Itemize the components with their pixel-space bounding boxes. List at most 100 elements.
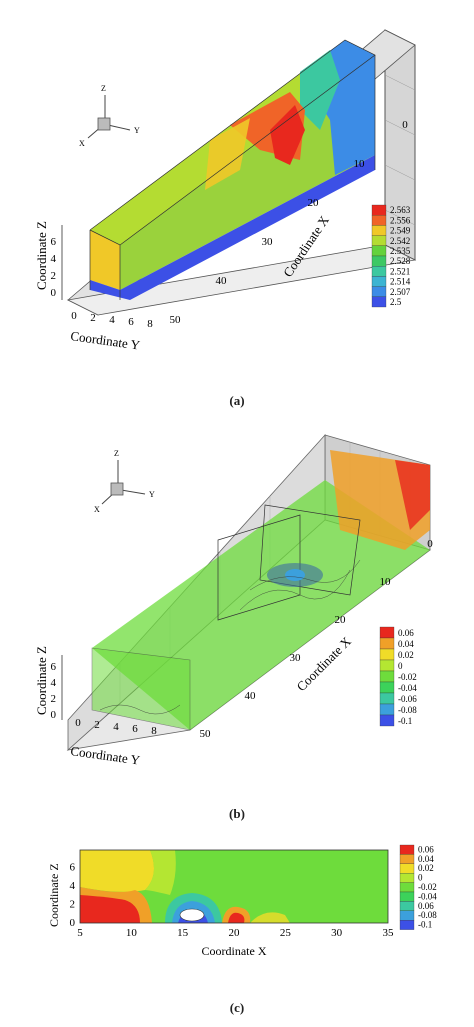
y-axis-label-b: Coordinate Y — [70, 743, 142, 768]
legend-c-swatch — [399, 854, 415, 864]
axis-triad: Z Y X — [79, 84, 140, 148]
x-tick-c: 30 — [331, 927, 343, 939]
legend-a-label: 2.5 — [390, 297, 402, 307]
panel-c-2d-slice: 5 10 15 20 25 30 35 0 2 4 6 Coordinate X Coordina… — [47, 844, 437, 958]
y-tick-a: 6 — [128, 316, 134, 328]
x-tick-b: 20 — [335, 614, 347, 626]
x-tick-a: 40 — [216, 275, 228, 287]
legend-c-label: 0.04 — [418, 854, 434, 864]
legend-b-swatch — [379, 670, 395, 683]
x-tick-c: 10 — [126, 927, 138, 939]
z-ticks-a: 0 2 4 6 — [51, 236, 57, 299]
legend-c-swatch — [399, 882, 415, 893]
yellow-region — [205, 118, 250, 190]
legend-a-label: 2.556 — [390, 215, 411, 225]
legend-b-label: -0.1 — [398, 716, 412, 726]
legend-c-swatch — [399, 910, 415, 921]
plot-frame-c — [79, 849, 389, 924]
z-axis-label-c: Coordinate Z — [47, 863, 61, 927]
legend-a-swatch — [371, 266, 387, 277]
legend-a-swatch — [371, 215, 387, 226]
box-edges — [89, 39, 376, 300]
x-tick-a: 20 — [308, 197, 320, 209]
legend-b-label: 0.06 — [398, 628, 414, 638]
y-tick-b: 0 — [75, 717, 81, 729]
legend-a-swatch — [371, 296, 387, 308]
legend-c-label: -0.1 — [418, 920, 432, 930]
legend-c-swatch — [399, 891, 415, 902]
legend-c-label: -0.04 — [418, 891, 437, 901]
legend-c-label: 0.02 — [418, 863, 434, 873]
legend-b-label: 0.02 — [398, 650, 414, 660]
panel-a-3d-plot: Z Y X 0 2 4 6 Coordinate Z 0 2 4 6 8 Coordinate… — [34, 29, 417, 353]
z-tick-a: 2 — [51, 270, 57, 282]
color-legend-c: 0.060.040.020-0.02-0.040.06-0.08-0.1 — [399, 844, 437, 930]
axis-triad-b: Z Y X — [94, 449, 155, 514]
legend-b-swatch — [379, 648, 395, 661]
legend-a-label: 2.507 — [390, 287, 411, 297]
triad-z-label: Z — [101, 84, 106, 93]
legend-a-label: 2.542 — [390, 236, 410, 246]
legend-c-swatch — [399, 863, 415, 874]
legend-b-label: -0.08 — [398, 705, 417, 715]
legend-a-label: 2.528 — [390, 256, 411, 266]
upstream-cyan-region — [300, 50, 340, 130]
z-tick-c: 2 — [70, 899, 76, 911]
red-region-c — [80, 895, 140, 923]
yellow-region-c — [80, 850, 154, 892]
z-tick-b: 2 — [51, 693, 57, 705]
x-tick-b: 10 — [380, 576, 392, 588]
legend-b-label: 0 — [398, 661, 403, 671]
x-tick-b: 30 — [290, 652, 302, 664]
y-tick-b: 6 — [132, 723, 138, 735]
legend-c-label: 0.06 — [418, 844, 434, 854]
figure-panel-b: Z Y X 0 2 4 6 Coordinate Z 0 2 4 6 8 Coordinate… — [0, 420, 474, 800]
legend-a-swatch — [371, 204, 387, 216]
y-tick-b: 8 — [151, 725, 157, 737]
wall-grid — [384, 74, 416, 226]
caption-c: (c) — [229, 1000, 245, 1015]
caption-a: (a) — [229, 393, 245, 408]
z-tick-c: 0 — [70, 917, 76, 929]
y-tick-a: 8 — [147, 318, 153, 330]
contour-lines-b — [99, 559, 361, 715]
x-tick-a: 50 — [170, 314, 182, 326]
z-axis-label-a: Coordinate Z — [34, 221, 49, 290]
vortex-core — [285, 569, 305, 581]
triad-x-label: X — [79, 139, 85, 148]
y-tick-a: 2 — [90, 312, 96, 324]
floor-wall — [66, 244, 417, 316]
legend-a-swatch — [371, 235, 387, 246]
triad-y-label: Y — [134, 126, 140, 135]
legend-b-swatch — [379, 681, 395, 694]
z-tick-c: 4 — [70, 880, 76, 892]
legend-b-label: -0.02 — [398, 672, 417, 682]
y-ticks-b: 0 2 4 6 8 — [75, 717, 157, 737]
z-tick-b: 4 — [51, 677, 57, 689]
z-tick-a: 4 — [51, 253, 57, 265]
x-tick-c: 15 — [177, 927, 189, 939]
red-wake-c — [228, 912, 245, 923]
triad-z-label-b: Z — [114, 449, 119, 458]
z-ticks-c: 0 2 4 6 — [70, 862, 76, 930]
red-hotspot — [270, 105, 305, 165]
legend-a-swatch — [371, 255, 387, 267]
lightgreen-region-c — [145, 850, 176, 895]
x-tick-c: 20 — [229, 927, 241, 939]
legend-a-label: 2.563 — [390, 205, 411, 215]
legend-b-swatch — [379, 637, 395, 650]
legend-b-label: -0.04 — [398, 683, 417, 693]
y-ticks-a: 0 2 4 6 8 — [71, 310, 153, 330]
legend-a-label: 2.514 — [390, 277, 411, 287]
end-slice-b — [91, 647, 191, 731]
z-ticks-b: 0 2 4 6 — [51, 661, 57, 721]
legend-a-swatch — [371, 245, 387, 257]
y-tick-a: 4 — [109, 314, 115, 326]
y-axis-label-a: Coordinate Y — [70, 328, 142, 353]
x-ticks-b: 0 10 20 30 40 50 — [200, 538, 434, 740]
legend-a-swatch — [371, 276, 387, 287]
x-tick-b: 0 — [427, 538, 433, 550]
legend-c-label: 0.06 — [418, 901, 434, 911]
figure-panel-c: 5 10 15 20 25 30 35 0 2 4 6 Coordinate X Coordina… — [0, 835, 474, 1005]
y-tick-a: 0 — [71, 310, 77, 322]
